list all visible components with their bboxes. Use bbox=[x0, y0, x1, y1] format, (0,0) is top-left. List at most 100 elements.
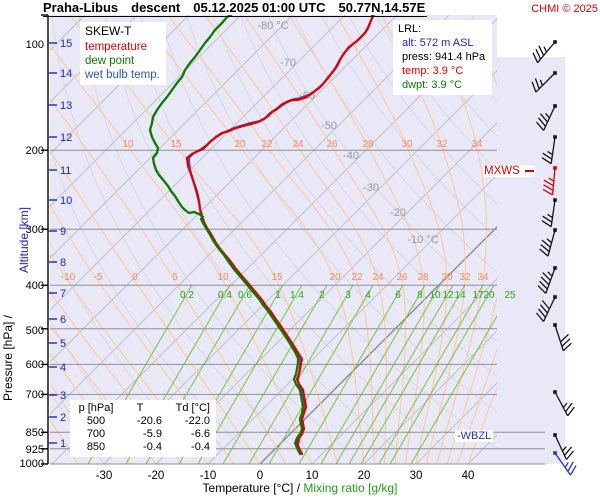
svg-text:600: 600 bbox=[26, 359, 44, 371]
svg-text:10: 10 bbox=[306, 470, 319, 482]
svg-text:-10 °C: -10 °C bbox=[407, 234, 438, 246]
x-axis-title-mixing: Mixing ratio [g/kg] bbox=[303, 481, 398, 495]
svg-text:-20: -20 bbox=[390, 207, 406, 219]
table-row: 850 -0.4 -0.4 bbox=[86, 441, 210, 453]
svg-text:500: 500 bbox=[26, 325, 44, 337]
svg-text:9: 9 bbox=[60, 226, 66, 238]
wind-barb bbox=[539, 228, 557, 257]
svg-text:10: 10 bbox=[60, 195, 72, 207]
svg-text:11: 11 bbox=[60, 165, 71, 177]
svg-text:15: 15 bbox=[170, 139, 182, 150]
svg-text:26: 26 bbox=[396, 272, 408, 283]
svg-text:6: 6 bbox=[60, 314, 66, 326]
lrl-pressure: press: 941.4 hPa bbox=[402, 51, 486, 63]
sounding-table-rows: 500 -20.6 -22.0 700 -5.9 -6.6 850 -0.4 -0.4 bbox=[74, 415, 210, 454]
svg-text:200: 200 bbox=[26, 145, 44, 157]
svg-text:30: 30 bbox=[410, 470, 423, 482]
svg-text:1000: 1000 bbox=[20, 458, 44, 470]
sounding-curves bbox=[148, 15, 375, 456]
svg-text:-40: -40 bbox=[343, 150, 359, 162]
svg-text:-30: -30 bbox=[363, 182, 379, 194]
col-dewpoint: Td [°C] bbox=[175, 402, 210, 414]
wind-barb bbox=[553, 390, 575, 417]
svg-text:700: 700 bbox=[26, 389, 44, 401]
lrl-dewpoint: dwpt: 3.9 °C bbox=[402, 79, 463, 91]
svg-text:100: 100 bbox=[26, 39, 44, 51]
svg-text:26: 26 bbox=[326, 139, 338, 150]
wind-barb bbox=[541, 135, 557, 165]
svg-text:34: 34 bbox=[471, 139, 483, 150]
svg-text:0.2: 0.2 bbox=[180, 290, 194, 301]
wind-column-background bbox=[497, 57, 565, 464]
svg-text:15: 15 bbox=[60, 38, 72, 50]
y-axis-title-pressure: Pressure [hPa] / bbox=[1, 314, 15, 402]
svg-text:-50: -50 bbox=[321, 120, 337, 132]
wind-barb bbox=[536, 104, 557, 131]
svg-text:-20: -20 bbox=[148, 470, 165, 482]
wind-barbs bbox=[531, 40, 577, 476]
wind-barb bbox=[553, 323, 572, 352]
svg-text:32: 32 bbox=[436, 139, 448, 150]
svg-text:20: 20 bbox=[483, 290, 495, 301]
lrl-altitude: alt: 572 m ASL bbox=[402, 37, 474, 49]
dewpoint-curve bbox=[148, 15, 305, 456]
wind-barb bbox=[536, 295, 557, 322]
col-temp: T bbox=[136, 402, 144, 414]
svg-text:3: 3 bbox=[345, 290, 351, 301]
svg-text:10: 10 bbox=[217, 272, 229, 283]
legend-item-wetbulb: wet bulb temp. bbox=[85, 69, 160, 81]
mxws-marker: MXWS bbox=[483, 165, 535, 177]
svg-text:2: 2 bbox=[319, 290, 325, 301]
svg-text:30: 30 bbox=[441, 272, 453, 283]
svg-text:14: 14 bbox=[454, 290, 466, 301]
wind-barb bbox=[553, 433, 574, 460]
page-title: Praha-Libus descent 05.12.2025 01:00 UTC 50… bbox=[43, 0, 428, 17]
svg-text:925: 925 bbox=[26, 444, 44, 456]
svg-text:6: 6 bbox=[395, 290, 401, 301]
svg-text:4: 4 bbox=[60, 362, 66, 374]
svg-text:22: 22 bbox=[261, 139, 273, 150]
legend-box: SKEW-T temperature dew point wet bulb te… bbox=[80, 22, 166, 85]
col-pressure: p [hPa] bbox=[78, 402, 114, 414]
mxws-label: MXWS bbox=[484, 165, 520, 177]
svg-text:10: 10 bbox=[429, 290, 441, 301]
svg-text:10: 10 bbox=[122, 139, 134, 150]
svg-text:1.4: 1.4 bbox=[290, 290, 304, 301]
mxws-dash-icon bbox=[524, 169, 534, 172]
svg-text:-30: -30 bbox=[96, 470, 113, 482]
svg-text:20: 20 bbox=[329, 272, 341, 283]
legend-item-dewpoint: dew point bbox=[85, 55, 135, 67]
lrl-info-box: LRL: alt: 572 m ASL press: 941.4 hPa tem… bbox=[393, 20, 493, 95]
svg-text:34: 34 bbox=[477, 272, 489, 283]
svg-text:32: 32 bbox=[459, 272, 471, 283]
table-row: 500 -20.6 -22.0 bbox=[86, 415, 210, 427]
svg-text:0: 0 bbox=[257, 470, 263, 482]
svg-text:850: 850 bbox=[26, 427, 44, 439]
table-row: 700 -5.9 -6.6 bbox=[86, 428, 210, 440]
svg-text:-10: -10 bbox=[200, 470, 217, 482]
axes: 1002003004005006007008509251000151413121… bbox=[20, 14, 474, 482]
svg-text:0: 0 bbox=[132, 272, 138, 283]
svg-text:5: 5 bbox=[60, 338, 66, 350]
svg-text:400: 400 bbox=[26, 280, 44, 292]
svg-text:-10: -10 bbox=[61, 272, 76, 283]
svg-text:28: 28 bbox=[362, 139, 374, 150]
svg-text:12: 12 bbox=[60, 132, 72, 144]
svg-text:22: 22 bbox=[351, 272, 363, 283]
svg-text:2: 2 bbox=[60, 412, 66, 424]
sounding-table: p [hPa] T Td [°C] 500 -20.6 -22.0 700 -5.9 -6… bbox=[70, 400, 216, 457]
svg-text:1: 1 bbox=[60, 438, 66, 450]
svg-text:8: 8 bbox=[60, 257, 66, 269]
wind-barb bbox=[542, 166, 557, 196]
svg-text:8: 8 bbox=[417, 290, 423, 301]
wind-barb bbox=[537, 266, 557, 294]
sounding-datetime: 05.12.2025 01:00 UTC bbox=[193, 0, 326, 15]
wind-barb bbox=[531, 71, 557, 93]
wind-barb bbox=[532, 40, 557, 64]
legend-title: SKEW-T bbox=[85, 24, 132, 38]
svg-text:-80 °C: -80 °C bbox=[257, 20, 288, 32]
svg-text:3: 3 bbox=[60, 390, 66, 402]
svg-text:5: 5 bbox=[172, 272, 178, 283]
station-name: Praha-Libus bbox=[43, 0, 119, 15]
